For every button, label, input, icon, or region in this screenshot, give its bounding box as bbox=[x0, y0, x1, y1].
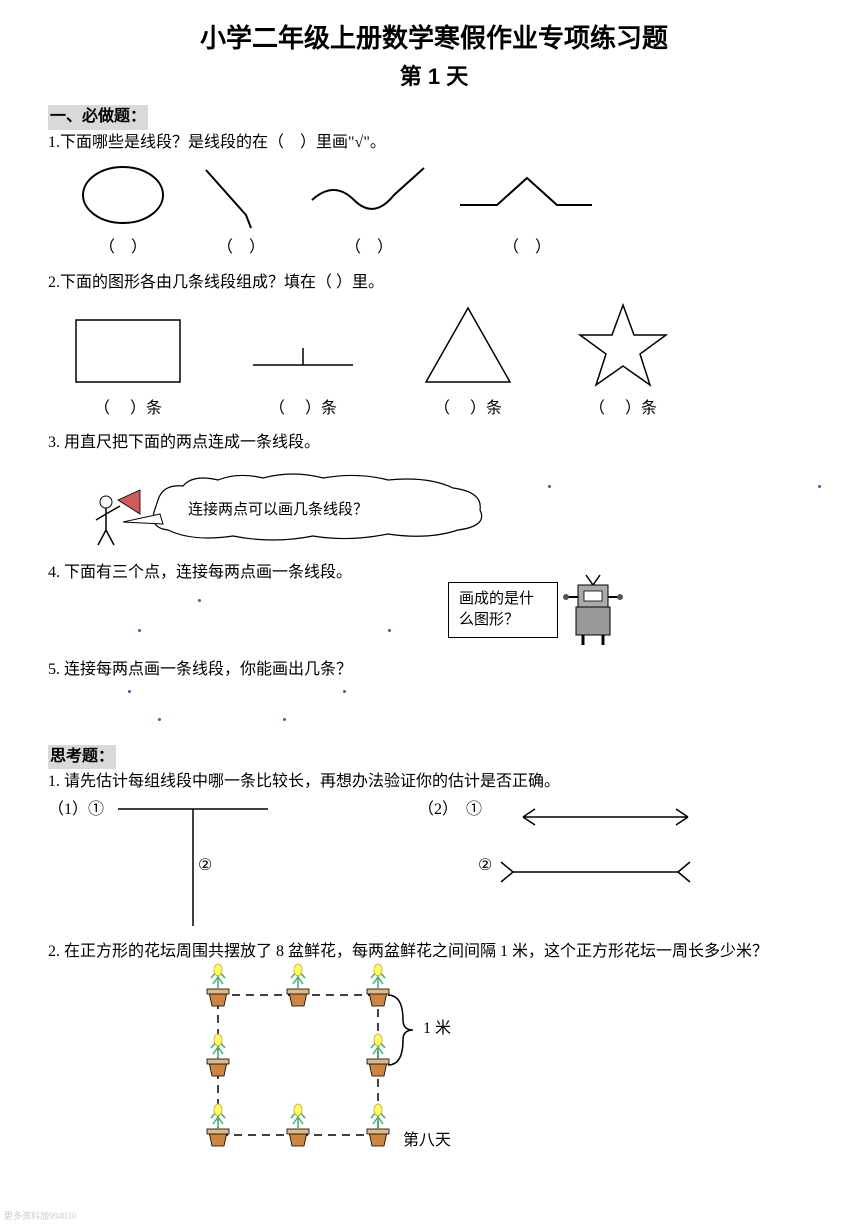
q4-dot3 bbox=[388, 629, 391, 632]
tq2-pots bbox=[198, 970, 498, 1170]
q4-callout: 画成的是什么图形？ bbox=[448, 582, 558, 638]
q1-ans1: （ ） bbox=[68, 237, 178, 259]
q5-dot4 bbox=[283, 718, 286, 721]
q5-dot2 bbox=[343, 690, 346, 693]
q5-dot1 bbox=[128, 690, 131, 693]
q3-dot1 bbox=[548, 485, 551, 488]
question-5: 5. 连接每两点画一条线段，你能画出几条？ bbox=[48, 659, 820, 732]
tq1-text: 1. 请先估计每组线段中哪一条比较长，再想办法验证你的估计是否正确。 bbox=[48, 771, 820, 793]
tq1-g2-label2: ② bbox=[478, 855, 492, 877]
q1-ans4: （ ） bbox=[452, 237, 602, 259]
tq2-day8-label: 第八天 bbox=[403, 1130, 451, 1152]
q3-bubble-text: 连接两点可以画几条线段？ bbox=[188, 500, 368, 521]
q2-shape-triangle: （ ）条 bbox=[418, 300, 518, 420]
q1-shape-roof: （ ） bbox=[452, 160, 602, 260]
q2-ans1: （ ）条 bbox=[68, 398, 188, 420]
q2-ans2: （ ）条 bbox=[243, 398, 363, 420]
think-q2: 2. 在正方形的花坛周围共摆放了 8 盆鲜花，每两盆鲜花之间间隔 1 米，这个正… bbox=[48, 941, 820, 1169]
q1-text: 1.下面哪些是线段？是线段的在（ ）里画"√"。 bbox=[48, 132, 820, 154]
q3-dot2 bbox=[818, 485, 821, 488]
q4-dot2 bbox=[138, 629, 141, 632]
q1-ans2: （ ） bbox=[196, 237, 286, 259]
tq1-g1-label2: ② bbox=[198, 855, 212, 877]
question-1: 1.下面哪些是线段？是线段的在（ ）里画"√"。 （ ） （ ） （ ） （ ） bbox=[48, 132, 820, 260]
tq2-dist-label: 1 米 bbox=[423, 1018, 451, 1040]
q3-text: 3. 用直尺把下面的两点连成一条线段。 bbox=[48, 432, 820, 454]
main-title: 小学二年级上册数学寒假作业专项练习题 bbox=[48, 20, 820, 56]
q4-text: 4. 下面有三个点，连接每两点画一条线段。 bbox=[48, 562, 448, 584]
q2-shape-star: （ ）条 bbox=[573, 300, 673, 420]
q5-text: 5. 连接每两点画一条线段，你能画出几条？ bbox=[48, 659, 820, 681]
tq1-g1-label: （1）① bbox=[48, 799, 104, 821]
question-3: 3. 用直尺把下面的两点连成一条线段。 连接两点可以画几条线段？ bbox=[48, 432, 820, 550]
tq2-text: 2. 在正方形的花坛周围共摆放了 8 盆鲜花，每两盆鲜花之间间隔 1 米，这个正… bbox=[48, 941, 820, 963]
q2-ans3: （ ）条 bbox=[418, 398, 518, 420]
q1-shape-circle: （ ） bbox=[68, 160, 178, 260]
day-label: 第 1 天 bbox=[48, 62, 820, 93]
q1-shape-wave: （ ） bbox=[304, 160, 434, 260]
q4-dot1 bbox=[198, 599, 201, 602]
q2-shape-rect: （ ）条 bbox=[68, 310, 188, 420]
q4-robot-icon bbox=[558, 567, 628, 647]
footer-note: 更多资料加994030 bbox=[4, 1210, 76, 1223]
question-4: 4. 下面有三个点，连接每两点画一条线段。 画成的是什么图形？ bbox=[48, 562, 820, 647]
q2-shape-t: （ ）条 bbox=[243, 310, 363, 420]
q1-shape-angle: （ ） bbox=[196, 160, 286, 260]
q1-ans3: （ ） bbox=[304, 237, 434, 259]
tq1-g2-label: （2） ① bbox=[418, 799, 482, 821]
q2-text: 2.下面的图形各由几条线段组成？填在（ ）里。 bbox=[48, 272, 820, 294]
think-q1: 1. 请先估计每组线段中哪一条比较长，再想办法验证你的估计是否正确。 （1）① … bbox=[48, 771, 820, 929]
section-think: 思考题： bbox=[48, 745, 116, 769]
section-must: 一、必做题： bbox=[48, 105, 148, 129]
q5-dot3 bbox=[158, 718, 161, 721]
question-2: 2.下面的图形各由几条线段组成？填在（ ）里。 （ ）条 （ ）条 （ ）条 （… bbox=[48, 272, 820, 420]
q2-ans4: （ ）条 bbox=[573, 398, 673, 420]
